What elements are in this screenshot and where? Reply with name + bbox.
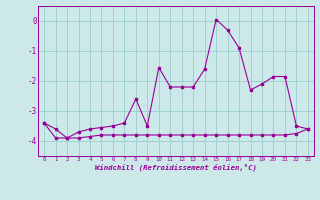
X-axis label: Windchill (Refroidissement éolien,°C): Windchill (Refroidissement éolien,°C) — [95, 164, 257, 171]
